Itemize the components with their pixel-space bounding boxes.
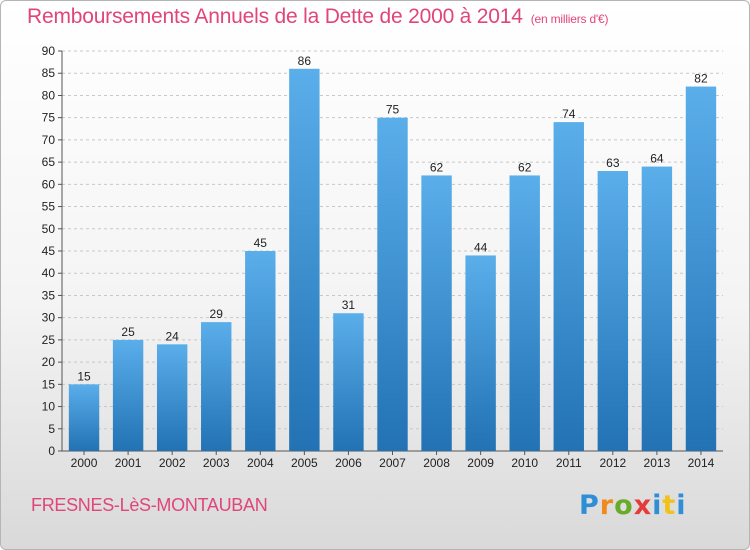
y-tick-label: 25 — [42, 333, 56, 347]
bar — [377, 117, 408, 452]
chart-subtitle: (en milliers d'€) — [530, 12, 609, 26]
bar — [289, 68, 320, 452]
y-tick-label: 15 — [42, 377, 56, 391]
logo-letter: x — [633, 490, 653, 521]
bar — [553, 122, 584, 451]
y-tick-label: 90 — [42, 44, 56, 58]
proxiti-logo: Proxiti — [579, 490, 687, 521]
bar — [509, 175, 540, 451]
y-tick-label: 85 — [42, 66, 56, 80]
y-tick-label: 30 — [42, 311, 56, 325]
bar — [68, 384, 100, 451]
y-tick-label: 45 — [42, 244, 56, 258]
bar-value-label: 15 — [77, 369, 91, 383]
y-tick-label: 65 — [42, 155, 56, 169]
bar-value-label: 86 — [298, 54, 312, 68]
bar-value-label: 64 — [650, 152, 664, 166]
x-tick-label: 2010 — [511, 456, 538, 470]
y-tick-label: 70 — [42, 133, 56, 147]
x-tick-label: 2006 — [335, 456, 362, 470]
y-tick-label: 40 — [42, 266, 56, 280]
bar-value-label: 25 — [121, 325, 135, 339]
x-tick-label: 2005 — [291, 456, 318, 470]
bar-value-label: 63 — [606, 156, 620, 170]
logo-letter: i — [652, 490, 663, 521]
x-tick-label: 2001 — [115, 456, 142, 470]
x-tick-label: 2002 — [159, 456, 186, 470]
y-tick-label: 55 — [42, 200, 56, 214]
y-tick-label: 75 — [42, 111, 56, 125]
bar — [156, 344, 188, 451]
x-tick-label: 2014 — [688, 456, 715, 470]
x-tick-label: 2008 — [423, 456, 450, 470]
bar — [333, 313, 364, 451]
x-tick-label: 2004 — [247, 456, 274, 470]
logo-letter: P — [579, 490, 600, 521]
bar-value-label: 62 — [430, 160, 444, 174]
bar — [421, 175, 452, 451]
bar-value-label: 74 — [562, 107, 576, 121]
bar-value-label: 31 — [342, 298, 356, 312]
y-tick-label: 35 — [42, 288, 56, 302]
logo-letter: r — [599, 490, 615, 521]
chart-title-text: Remboursements Annuels de la Dette de 20… — [27, 5, 523, 28]
y-tick-label: 20 — [42, 355, 56, 369]
logo-letter: o — [614, 490, 634, 521]
bar-value-label: 75 — [386, 103, 400, 117]
bar — [685, 86, 717, 452]
x-tick-label: 2012 — [599, 456, 626, 470]
x-tick-label: 2003 — [203, 456, 230, 470]
bar — [112, 339, 144, 451]
bar — [597, 171, 629, 451]
logo-letter: i — [676, 490, 687, 521]
bar-value-label: 24 — [165, 329, 179, 343]
bar-value-label: 82 — [694, 72, 708, 86]
x-tick-label: 2013 — [644, 456, 671, 470]
y-tick-label: 10 — [42, 400, 56, 414]
chart-title: Remboursements Annuels de la Dette de 20… — [27, 5, 608, 29]
bar-value-label: 29 — [210, 307, 224, 321]
x-tick-label: 2000 — [71, 456, 98, 470]
bar — [201, 322, 232, 451]
y-tick-label: 80 — [42, 88, 56, 102]
x-tick-label: 2007 — [379, 456, 406, 470]
logo-letter: t — [662, 490, 677, 521]
y-tick-label: 0 — [48, 444, 55, 458]
x-tick-label: 2011 — [556, 456, 582, 470]
bar-value-label: 62 — [518, 160, 532, 174]
bar-value-label: 45 — [254, 236, 268, 250]
bar — [641, 166, 673, 452]
bars — [68, 68, 717, 452]
y-tick-label: 50 — [42, 222, 56, 236]
y-tick-label: 60 — [42, 177, 56, 191]
bar — [465, 255, 496, 451]
bar-value-label: 44 — [474, 240, 488, 254]
commune-name: FRESNES-LèS-MONTAUBAN — [31, 495, 268, 515]
y-tick-label: 5 — [48, 422, 55, 436]
labels: 0 5 10 15 20 25 30 35 40 45 50 55 60 65 70 75 80 85 90 15 20… — [42, 44, 715, 470]
bar — [245, 251, 276, 451]
x-tick-label: 2009 — [467, 456, 494, 470]
